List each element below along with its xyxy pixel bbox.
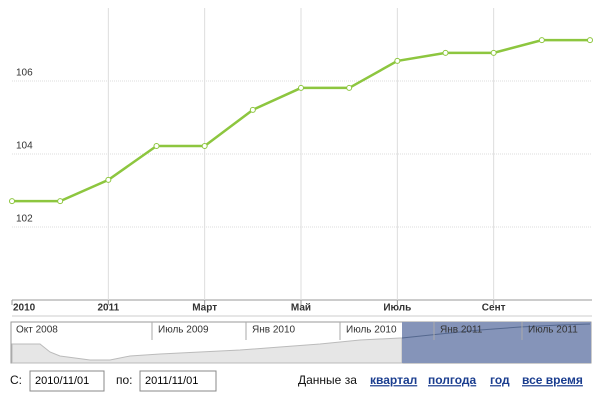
- x-tick-label: Март: [192, 303, 217, 314]
- x-tick-label: Май: [291, 303, 311, 314]
- y-tick-label: 104: [16, 141, 33, 152]
- data-point: [490, 49, 497, 56]
- from-label: С:: [10, 373, 22, 387]
- data-point: [538, 37, 545, 44]
- to-label: по:: [116, 373, 133, 387]
- to-value: 2011/11/01: [145, 375, 198, 387]
- navigator-label: Янв 2011: [440, 325, 483, 336]
- navigator-label: Июль 2009: [158, 325, 209, 336]
- data-point: [587, 37, 593, 44]
- data-point: [298, 84, 304, 91]
- range-link[interactable]: год: [490, 373, 510, 387]
- to-input[interactable]: [139, 370, 217, 392]
- data-point: [57, 198, 64, 205]
- data-point: [153, 142, 160, 149]
- from-value: 2010/11/01: [35, 375, 89, 387]
- data-point: [249, 106, 256, 113]
- data-point: [9, 198, 15, 205]
- x-tick-label: 2010: [13, 303, 36, 314]
- x-tick-label: 2011: [97, 303, 119, 314]
- data-point: [105, 176, 112, 183]
- data-point: [346, 84, 353, 91]
- data-point: [442, 49, 449, 56]
- range-link[interactable]: квартал: [370, 373, 417, 387]
- range-label: Данные за: [298, 373, 357, 387]
- navigator-label: Июль 2010: [346, 325, 397, 336]
- data-point: [394, 57, 401, 64]
- range-link[interactable]: полгода: [428, 373, 477, 387]
- range-link[interactable]: все время: [522, 373, 583, 387]
- y-tick-label: 102: [16, 214, 33, 225]
- plot: 102 104 106 2010 2011 Март Май Июль Сент: [9, 8, 593, 314]
- y-tick-label: 106: [16, 68, 33, 79]
- navigator-label: Янв 2010: [252, 325, 296, 336]
- navigator-label: Июль 2011: [528, 325, 578, 336]
- data-point: [201, 142, 208, 149]
- navigator-label: Окт 2008: [16, 325, 58, 336]
- navigator-dividers: [151, 322, 523, 340]
- x-tick-label: Сент: [482, 303, 506, 314]
- from-input[interactable]: [29, 370, 105, 392]
- x-tick-label: Июль: [383, 303, 411, 314]
